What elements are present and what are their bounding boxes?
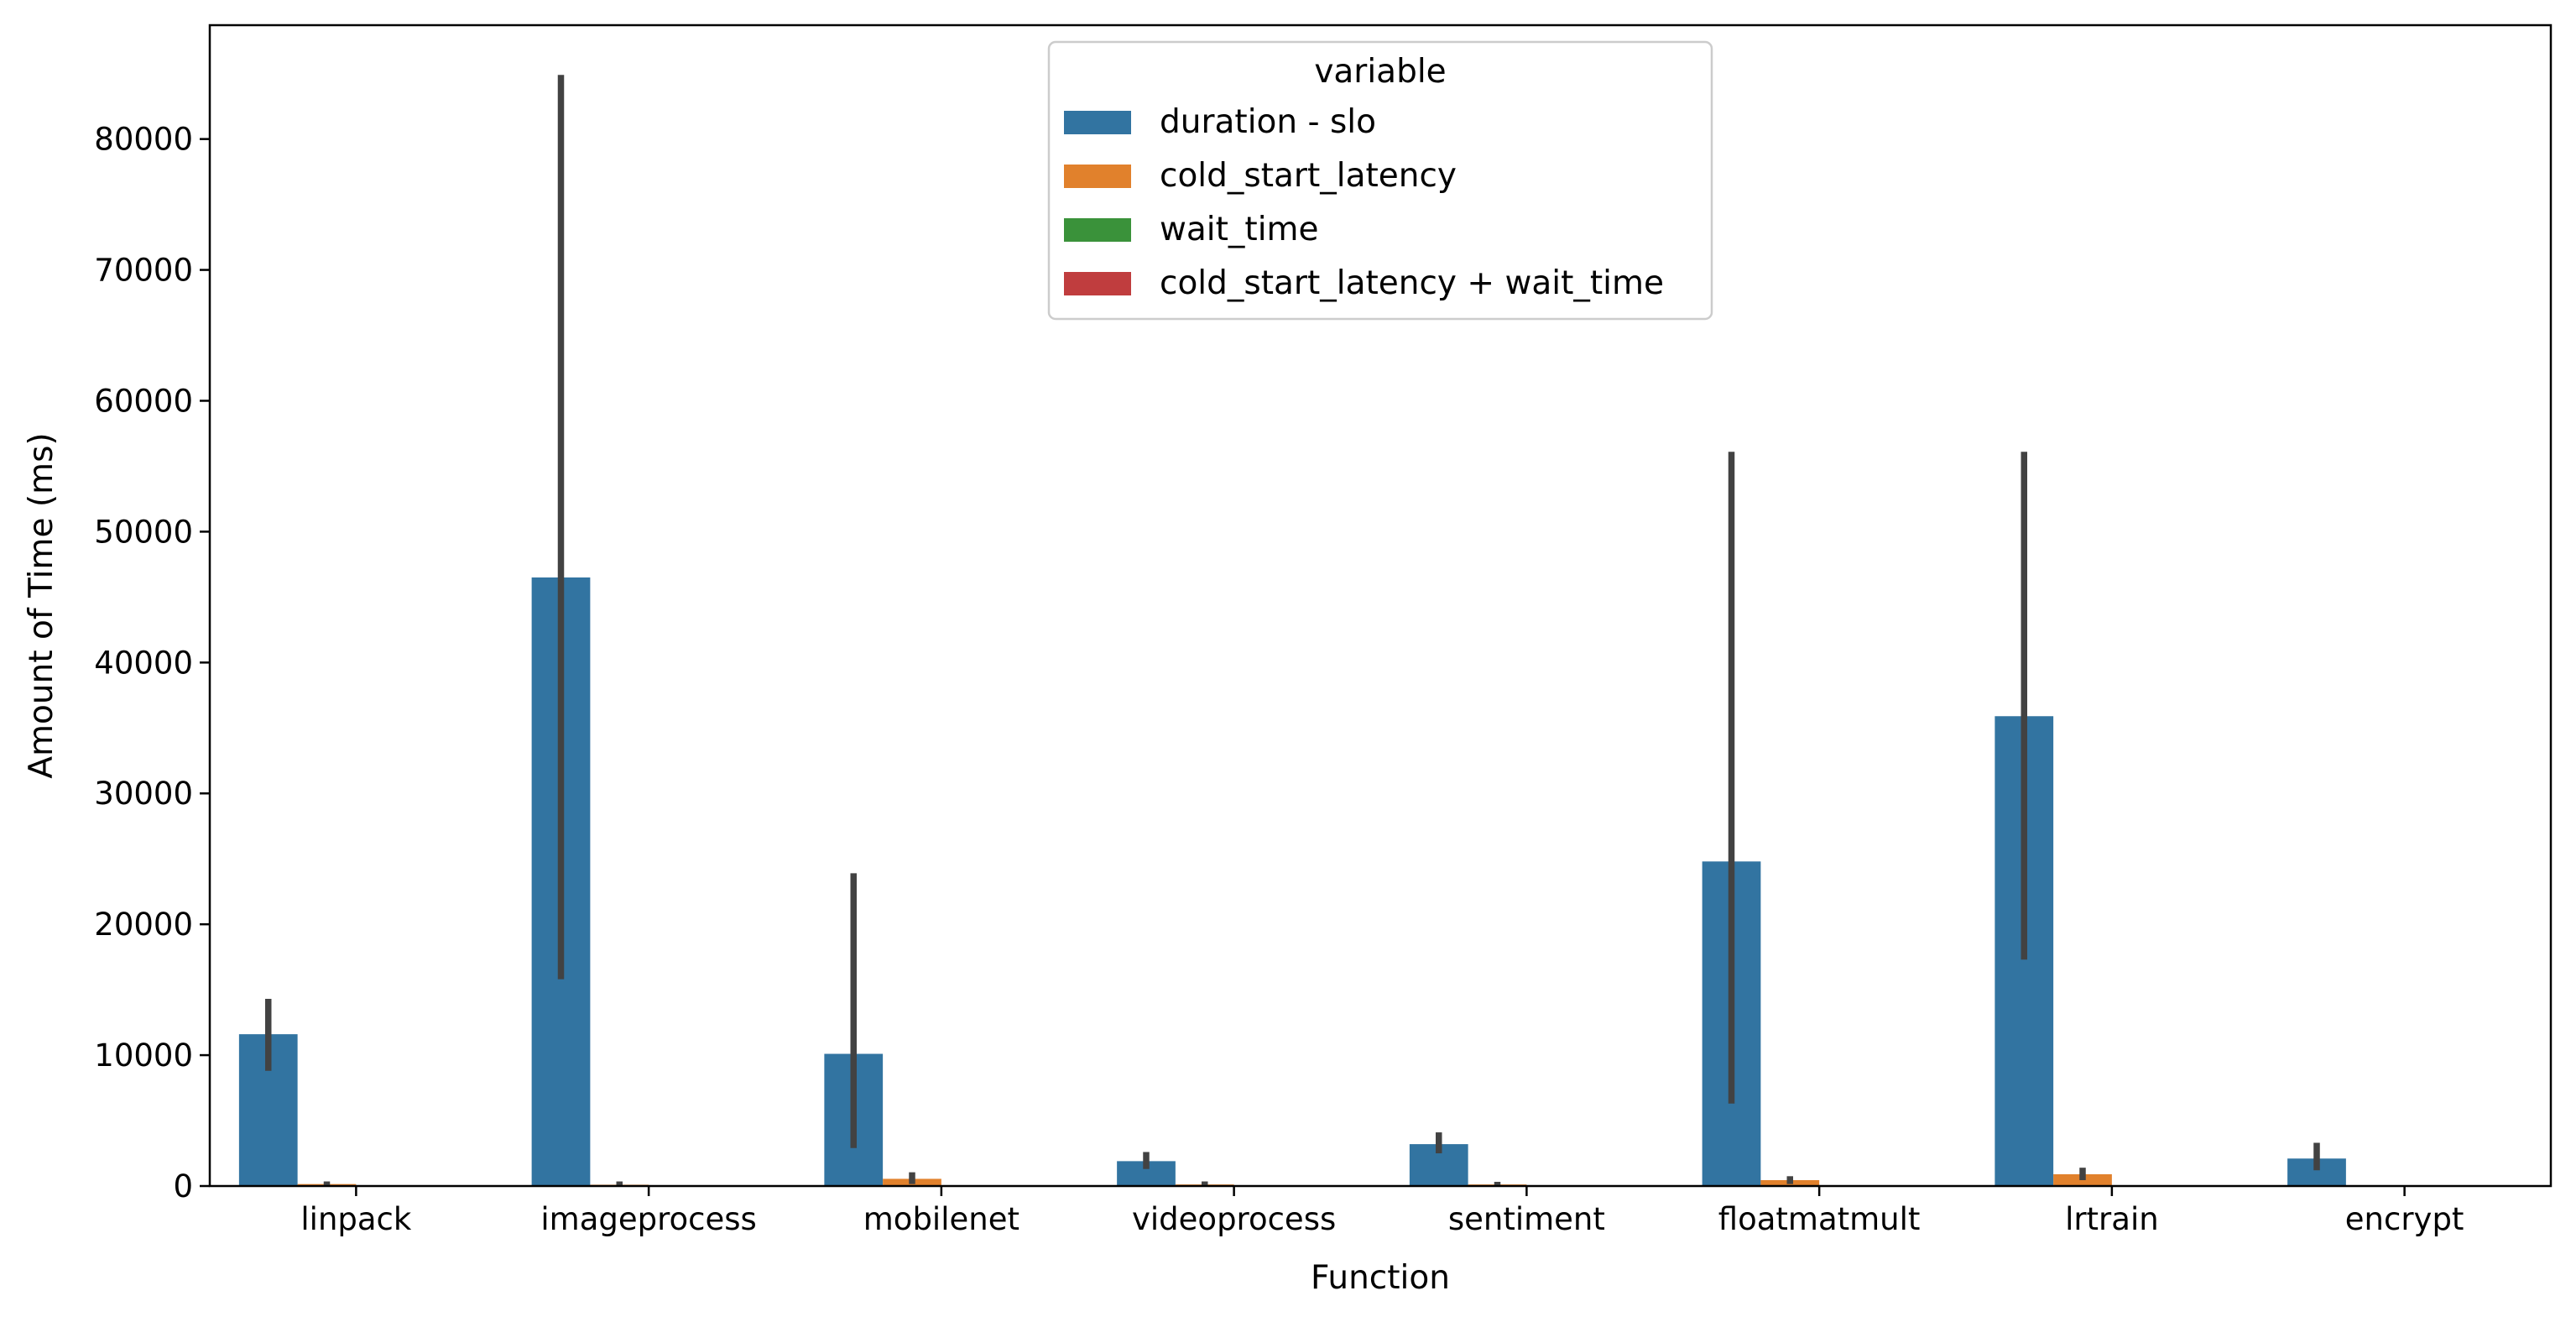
- y-tick-label: 70000: [94, 253, 193, 289]
- y-tick-label: 40000: [94, 645, 193, 681]
- y-tick-label: 10000: [94, 1037, 193, 1074]
- legend-label: duration - slo: [1160, 103, 1376, 141]
- legend-swatch: [1064, 218, 1131, 242]
- legend-swatch: [1064, 111, 1131, 134]
- x-tick-label: sentiment: [1448, 1201, 1605, 1237]
- x-tick-label: linpack: [300, 1201, 412, 1237]
- x-tick-label: mobilenet: [863, 1201, 1019, 1237]
- legend-box: [1047, 40, 1713, 321]
- bars-layer: [238, 577, 2346, 1186]
- y-tick-label: 0: [173, 1168, 193, 1204]
- y-tick-label: 30000: [94, 776, 193, 812]
- axes-layer: 0 10000 20000 30000 40000 50000 60000 70000 8000…: [94, 24, 2553, 1237]
- legend-label: cold_start_latency: [1160, 157, 1457, 195]
- legend-label: wait_time: [1160, 211, 1319, 248]
- y-tick-label: 60000: [94, 383, 193, 419]
- y-tick-label: 50000: [94, 514, 193, 550]
- y-axis-title: Amount of Time (ms): [23, 432, 60, 778]
- legend-label: cold_start_latency + wait_time: [1160, 264, 1664, 302]
- y-tick-label: 80000: [94, 122, 193, 158]
- x-tick-label: videoprocess: [1132, 1201, 1336, 1237]
- plot-frame: [208, 24, 2553, 1188]
- x-axis-title: Function: [1311, 1259, 1450, 1297]
- legend-swatch: [1064, 165, 1131, 188]
- y-tick-label: 20000: [94, 907, 193, 943]
- legend-swatch: [1064, 272, 1131, 295]
- legend: variable duration - slo cold_start_latency…: [1047, 40, 1713, 321]
- x-tick-label: encrypt: [2345, 1201, 2464, 1237]
- legend-title: variable: [1314, 53, 1446, 91]
- x-tick-label: floatmatmult: [1718, 1201, 1921, 1237]
- x-tick-label: lrtrain: [2065, 1201, 2159, 1237]
- x-tick-label: imageprocess: [540, 1201, 756, 1237]
